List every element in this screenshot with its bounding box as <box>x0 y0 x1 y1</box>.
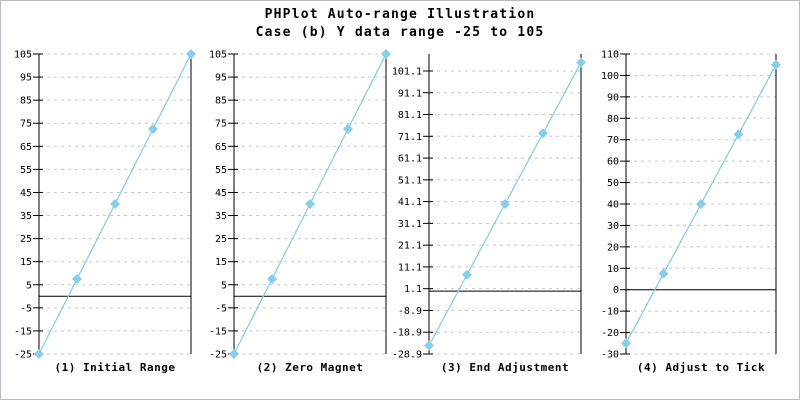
y-tick-label: 1.1 <box>404 284 422 295</box>
y-tick-label: 95 <box>215 73 227 84</box>
y-tick-label: 0 <box>613 285 619 296</box>
y-tick-label: 60 <box>607 157 619 168</box>
subplot-caption: (2) Zero Magnet <box>257 361 364 374</box>
chart-subtitle: Case (b) Y data range -25 to 105 <box>255 25 545 40</box>
y-tick-label: 85 <box>215 96 227 107</box>
y-tick-label: 105 <box>14 50 32 61</box>
y-tick-label: 5 <box>26 280 32 291</box>
y-tick-label: 70 <box>607 135 619 146</box>
data-point-marker <box>576 57 586 68</box>
chart-main-title: PHPlot Auto-range Illustration <box>264 7 536 22</box>
y-tick-label: 80 <box>607 114 619 125</box>
data-point-marker <box>305 199 315 209</box>
subplot-1: 105 95 85 75 65 55 45 35 25 15 5 -5 -15 -25 (1) Initia… <box>14 49 196 374</box>
data-point-marker <box>381 49 391 59</box>
y-tick-label: 95 <box>20 73 32 84</box>
y-tick-label: 85 <box>20 96 32 107</box>
y-tick-label: 5 <box>221 280 227 291</box>
data-point-marker <box>267 274 277 284</box>
y-tick-label: 81.1 <box>398 110 422 121</box>
y-tick-label: 90 <box>607 92 619 103</box>
y-tick-label: 50 <box>607 178 619 189</box>
y-tick-label: 35 <box>215 211 227 222</box>
y-tick-label: 11.1 <box>398 262 422 273</box>
y-tick-label: -15 <box>14 326 32 337</box>
y-tick-label: 10 <box>607 264 619 275</box>
data-point-marker <box>621 338 631 349</box>
y-tick-label: 45 <box>20 188 32 199</box>
y-tick-label: 75 <box>215 119 227 130</box>
data-point-marker <box>696 199 706 209</box>
y-tick-label: 65 <box>215 142 227 153</box>
subplot-2: 105 95 85 75 65 55 45 35 25 15 5 -5 -15 -25 (2) Zero M… <box>209 49 391 374</box>
y-tick-label: -28.9 <box>392 350 422 361</box>
subplot-caption: (1) Initial Range <box>54 361 175 374</box>
y-tick-label: -8.9 <box>398 306 422 317</box>
y-tick-label: 65 <box>20 142 32 153</box>
y-tick-label: -5 <box>215 303 227 314</box>
y-tick-label: 91.1 <box>398 88 422 99</box>
data-point-marker <box>186 49 196 59</box>
y-tick-label: 51.1 <box>398 175 422 186</box>
data-point-marker <box>771 59 781 70</box>
y-tick-label: -25 <box>209 350 227 361</box>
data-point-marker <box>34 349 44 359</box>
data-point-marker <box>462 269 472 280</box>
y-tick-label: 61.1 <box>398 154 422 165</box>
y-tick-label: -30 <box>601 350 619 361</box>
data-point-marker <box>538 128 548 139</box>
y-tick-label: 41.1 <box>398 197 422 208</box>
y-tick-label: 105 <box>209 50 227 61</box>
subplot-3: 101.1 91.1 81.1 71.1 61.1 51.1 41.1 31.1 21.1 11.… <box>392 54 586 374</box>
y-tick-label: 35 <box>20 211 32 222</box>
data-point-marker <box>733 129 744 140</box>
subplot-caption: (4) Adjust to Tick <box>637 361 765 374</box>
subplot-caption: (3) End Adjustment <box>441 361 569 374</box>
data-point-marker <box>148 124 158 134</box>
y-tick-label: 75 <box>20 119 32 130</box>
y-tick-label: 31.1 <box>398 219 422 230</box>
y-tick-label: -10 <box>601 307 619 318</box>
y-tick-label: -20 <box>601 328 619 339</box>
data-point-marker <box>500 199 510 209</box>
y-tick-label: 15 <box>20 257 32 268</box>
y-tick-label: 101.1 <box>392 66 422 77</box>
y-tick-label: 30 <box>607 221 619 232</box>
y-tick-label: 21.1 <box>398 241 422 252</box>
y-tick-label: 100 <box>601 71 619 82</box>
data-point-marker <box>343 124 353 134</box>
y-tick-label: -18.9 <box>392 328 422 339</box>
data-point-marker <box>110 199 120 209</box>
y-tick-label: 55 <box>215 165 227 176</box>
y-tick-label: 110 <box>601 50 619 61</box>
y-tick-label: -25 <box>14 350 32 361</box>
data-point-marker <box>658 268 669 279</box>
y-tick-label: -15 <box>209 326 227 337</box>
y-tick-label: 20 <box>607 242 619 253</box>
y-tick-label: 45 <box>215 188 227 199</box>
data-point-marker <box>72 274 82 284</box>
y-tick-label: 55 <box>20 165 32 176</box>
y-tick-label: 40 <box>607 200 619 211</box>
y-tick-label: 71.1 <box>398 132 422 143</box>
data-point-marker <box>229 349 239 359</box>
y-tick-label: 25 <box>215 234 227 245</box>
y-tick-label: 15 <box>215 257 227 268</box>
y-tick-label: 25 <box>20 234 32 245</box>
data-point-marker <box>424 340 434 351</box>
y-tick-label: -5 <box>20 303 32 314</box>
